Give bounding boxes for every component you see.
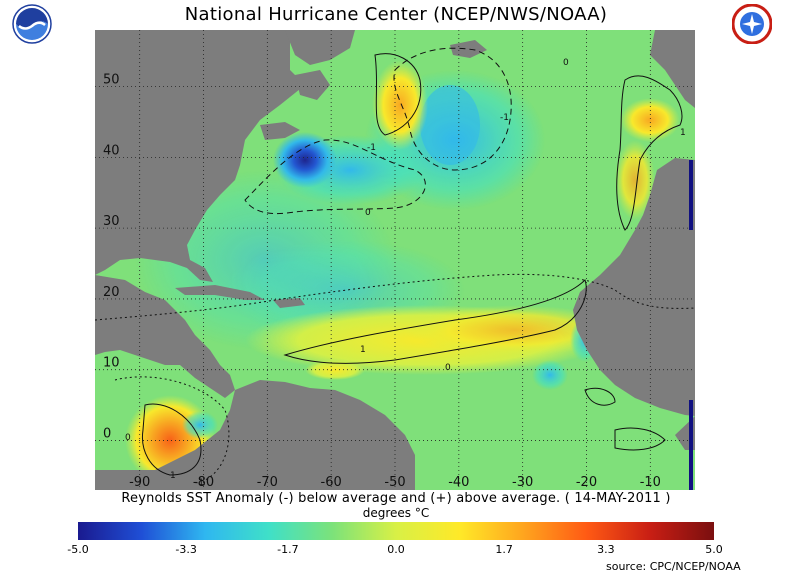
- colorbar-tick-label: -5.0: [67, 543, 89, 556]
- contour-plus1-gulf-guinea: [614, 427, 666, 451]
- noaa-logo: [12, 4, 52, 44]
- lon-tick-label: -90: [129, 475, 150, 490]
- cuba-land: [175, 285, 265, 300]
- contour-label: -1: [500, 113, 509, 123]
- contour-label: -1: [195, 478, 204, 488]
- contour-label: -1: [367, 143, 376, 153]
- sst-anomaly-map: -1 0 1 -1 0 1 0 1 -1 0 -90 -80 -70 -60 -50 -4…: [95, 30, 695, 490]
- contour-labels: -1 0 1 -1 0 1 0 1 -1 0: [125, 58, 686, 488]
- contour-label: 1: [170, 471, 176, 481]
- central-america-land: [95, 275, 235, 398]
- colorbar-tick-label: 0.0: [387, 543, 405, 556]
- lat-tick-label: 10: [103, 356, 120, 371]
- contour-label: 0: [563, 58, 569, 68]
- lat-tick-label: 50: [103, 73, 120, 88]
- contour-label: 1: [360, 345, 366, 355]
- south-america-land: [95, 380, 415, 490]
- colorbar-tick-label: 1.7: [495, 543, 513, 556]
- colorbar-tick-label: 5.0: [705, 543, 723, 556]
- lon-tick-label: -50: [384, 475, 405, 490]
- iceland-land: [450, 40, 487, 58]
- lon-tick-label: -20: [576, 475, 597, 490]
- iberia-africa-land: [573, 158, 695, 416]
- europe-land: [650, 30, 695, 108]
- map-edge-stripe: [689, 400, 693, 490]
- land-masses: [95, 30, 695, 490]
- contour-label: 0: [445, 363, 451, 373]
- contour-lines: [95, 47, 695, 481]
- contour-label: 0: [365, 208, 371, 218]
- contour-plus1-iceland: [374, 53, 422, 136]
- contour-plus1-pacific: [141, 403, 202, 476]
- newfoundland-land: [295, 70, 330, 100]
- colorbar-tick-label: -1.7: [277, 543, 299, 556]
- lon-tick-label: -80: [193, 475, 214, 490]
- units-label: degrees °C: [362, 506, 430, 520]
- map-caption: Reynolds SST Anomaly (-) below average a…: [121, 491, 671, 506]
- color-scale-bar: [78, 522, 714, 540]
- lon-tick-label: -60: [321, 475, 342, 490]
- lat-tick-label: 40: [103, 143, 120, 158]
- lon-tick-label: -10: [640, 475, 661, 490]
- contour-plus1-tropical: [283, 279, 587, 364]
- source-credit: source: CPC/NCEP/NOAA: [606, 560, 741, 573]
- colorbar-tick-label: -3.3: [175, 543, 197, 556]
- colorbar-tick-label: 3.3: [597, 543, 615, 556]
- map-edge-stripe: [689, 160, 693, 230]
- lon-tick-label: -30: [512, 475, 533, 490]
- lat-tick-label: 20: [103, 285, 120, 300]
- contour-zero-ring-pacific: [114, 376, 230, 481]
- lon-tick-label: -40: [448, 475, 469, 490]
- nova-scotia-land: [260, 122, 300, 140]
- contour-minus1-nw: [244, 139, 426, 214]
- contour-minus1-central: [393, 47, 512, 171]
- lat-tick-label: 30: [103, 214, 120, 229]
- graticule: [95, 30, 695, 490]
- contour-plus1-iberia: [616, 75, 683, 231]
- contour-label: 0: [125, 433, 131, 443]
- lat-tick-label: 0: [103, 426, 111, 441]
- lon-tick-label: -70: [257, 475, 278, 490]
- north-america-land: [95, 30, 305, 282]
- page-title: National Hurricane Center (NCEP/NWS/NOAA…: [184, 4, 608, 25]
- contour-label: 1: [680, 128, 686, 138]
- greenland-iceland-land: [285, 30, 355, 65]
- contour-plus1-east-atlantic: [584, 387, 616, 406]
- national-weather-service-logo: [732, 4, 772, 44]
- hispaniola-land: [273, 298, 305, 308]
